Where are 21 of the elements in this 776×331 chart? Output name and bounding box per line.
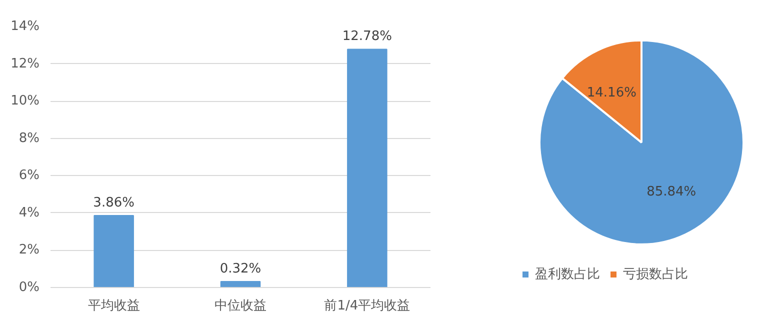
data-label: 85.84% [646, 184, 696, 200]
y-tick-label: 10% [10, 94, 40, 109]
y-tick-label: 6% [18, 168, 40, 184]
data-label: 14.16% [586, 86, 636, 101]
legend-label: 盈利数占比 [535, 266, 600, 283]
bar [347, 48, 388, 288]
legend-label: 亏损数占比 [623, 266, 688, 283]
bar [94, 215, 134, 288]
data-label: 0.32% [220, 262, 262, 277]
x-tick-label: 中位收益 [214, 298, 266, 314]
y-tick-label: 2% [18, 242, 40, 258]
y-tick-label: 0% [18, 280, 40, 295]
bar [220, 281, 261, 288]
data-label: 3.86% [93, 196, 134, 211]
x-tick-label: 前1/4平均收益 [324, 298, 410, 314]
x-tick-label: 平均收益 [88, 298, 140, 314]
y-tick-label: 8% [18, 130, 40, 146]
y-tick-label: 12% [10, 56, 40, 72]
data-label: 12.78% [342, 29, 392, 44]
y-tick-label: 14% [10, 19, 40, 34]
y-tick-label: 4% [18, 205, 40, 220]
